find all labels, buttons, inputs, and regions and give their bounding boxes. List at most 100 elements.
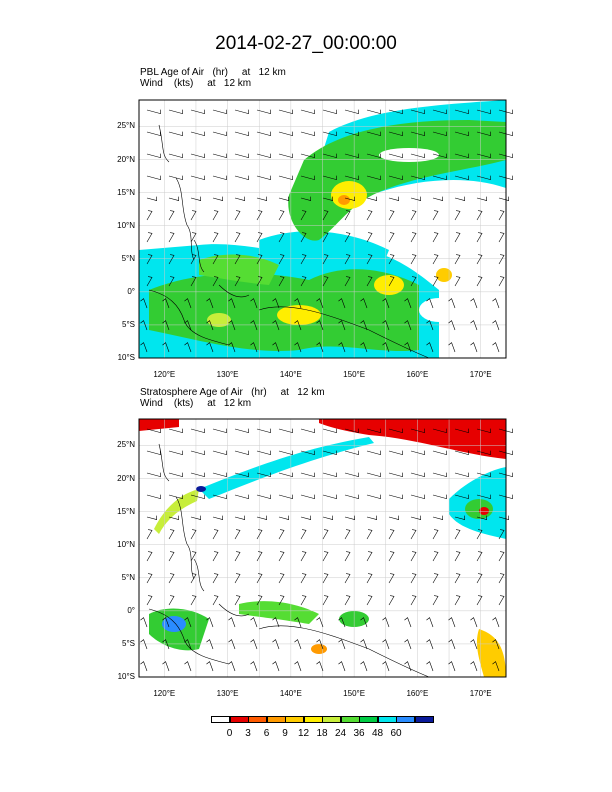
wind-barb (366, 276, 373, 287)
wind-barb (212, 450, 227, 456)
wind-barb (190, 428, 205, 434)
wind-barb (300, 276, 307, 287)
wind-barb (476, 276, 483, 287)
wind-barb (454, 515, 465, 520)
wind-barb (256, 109, 271, 115)
wind-barb (190, 232, 197, 243)
wind-barb (498, 529, 505, 540)
lat-tick-label: 0° (127, 286, 135, 296)
wind-barb (278, 450, 293, 456)
lon-tick-label: 130°E (216, 370, 239, 379)
wind-barb (470, 617, 478, 628)
wind-barb (344, 175, 359, 181)
wind-barb (388, 551, 395, 562)
wind-barb (366, 595, 373, 606)
wind-barb (190, 529, 197, 540)
wind-barb (448, 617, 456, 628)
wind-barb (256, 529, 263, 540)
wind-barb (338, 320, 346, 331)
lat-tick-label: 10°S (117, 672, 135, 681)
wind-barb (294, 617, 302, 628)
wind-barb (410, 573, 417, 584)
wind-barb (278, 595, 285, 606)
wind-barb (168, 276, 175, 287)
wind-barb (234, 494, 249, 500)
wind-barb (168, 551, 175, 562)
lat-tick-label: 0° (127, 605, 135, 615)
wind-barb (322, 515, 333, 520)
wind-barb (492, 320, 500, 331)
wind-barb (184, 661, 192, 672)
wind-barb (498, 175, 513, 181)
wind-barb (360, 617, 368, 628)
panel1-title: PBL Age of Air (hr) at 12 km Wind (kts) … (140, 67, 286, 89)
wind-barb (146, 109, 161, 115)
wind-barb (190, 472, 205, 478)
wind-barb (162, 342, 170, 353)
wind-barb (498, 551, 505, 562)
wind-barb (366, 153, 381, 159)
wind-barb (300, 232, 307, 243)
wind-barb (212, 131, 227, 137)
wind-barb (316, 639, 324, 650)
wind-barb (404, 342, 412, 353)
wind-barb (388, 595, 395, 606)
wind-barb (476, 450, 491, 456)
wind-barb (256, 494, 271, 500)
wind-barb (360, 639, 368, 650)
wind-barbs (140, 109, 513, 353)
wind-barb (250, 342, 258, 353)
wind-barb (432, 573, 439, 584)
wind-barb (162, 617, 170, 628)
lon-tick-label: 160°E (406, 370, 429, 379)
wind-barb (146, 472, 161, 478)
wind-barb (476, 515, 487, 520)
wind-barb (432, 254, 439, 265)
wind-barb (426, 298, 434, 309)
wind-barb (234, 428, 249, 434)
wind-barb (366, 131, 381, 137)
wind-barb (366, 515, 377, 520)
wind-barb (476, 254, 483, 265)
wind-barb (448, 661, 456, 672)
wind-barb (388, 276, 395, 287)
wind-barb (366, 472, 381, 478)
wind-barb (388, 450, 403, 456)
wind-barb (256, 254, 263, 265)
wind-barb (344, 472, 359, 478)
wind-barb (344, 131, 359, 137)
wind-barb (212, 109, 227, 115)
wind-barb (410, 153, 425, 159)
lon-tick-label: 160°E (406, 689, 429, 698)
wind-barb (432, 153, 447, 159)
wind-barb (190, 131, 205, 137)
wind-barb (234, 196, 245, 201)
wind-barb (476, 595, 483, 606)
wind-barb (212, 472, 227, 478)
wind-barb (410, 254, 417, 265)
wind-barb (470, 342, 478, 353)
wind-barb (476, 232, 483, 243)
wind-barb (212, 175, 227, 181)
wind-barb (454, 428, 469, 434)
wind-barb (146, 494, 161, 500)
wind-barb (388, 573, 395, 584)
wind-barb (322, 595, 329, 606)
wind-barb (454, 494, 469, 500)
wind-barb (250, 617, 258, 628)
wind-barb (360, 320, 368, 331)
wind-barb (322, 472, 337, 478)
wind-barb (300, 494, 315, 500)
wind-barb (212, 153, 227, 159)
lat-tick-label: 25°N (117, 440, 135, 450)
wind-barb (228, 639, 236, 650)
wind-barb (454, 450, 469, 456)
wind-barb (454, 153, 469, 159)
wind-barb (228, 342, 236, 353)
wind-barb (366, 254, 373, 265)
wind-barb (146, 131, 161, 137)
colorbar-label: 48 (371, 728, 384, 739)
wind-barb (454, 551, 461, 562)
wind-barb (212, 595, 219, 606)
wind-barb (338, 342, 346, 353)
